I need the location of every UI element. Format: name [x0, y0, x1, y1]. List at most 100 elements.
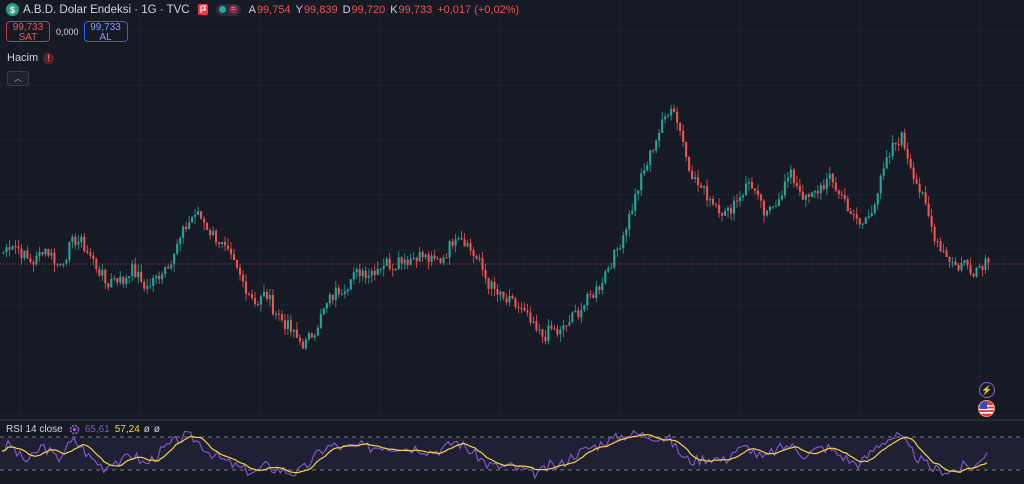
- candle-body: [613, 249, 616, 268]
- candle-body: [134, 263, 137, 278]
- candle: [532, 316, 535, 324]
- candle-body: [319, 314, 322, 328]
- candle-body: [325, 303, 328, 309]
- candle: [720, 212, 724, 222]
- sell-button[interactable]: 99,733 SAT: [6, 21, 50, 43]
- price-chart[interactable]: [0, 0, 1024, 418]
- candle: [610, 262, 613, 270]
- candle-body: [631, 210, 634, 214]
- candle: [235, 259, 239, 271]
- candle: [481, 251, 484, 276]
- candle-body: [900, 132, 903, 146]
- candle: [206, 222, 209, 231]
- rsi-label[interactable]: RSI 14 close: [6, 424, 63, 435]
- candle-body: [816, 191, 819, 194]
- buy-button[interactable]: 99,733 AL: [83, 21, 128, 43]
- candle: [592, 292, 595, 299]
- candle-body: [667, 115, 670, 117]
- candle-body: [268, 295, 272, 300]
- candle: [646, 161, 649, 172]
- candle: [942, 243, 945, 254]
- candle-body: [265, 291, 269, 300]
- candle-body: [885, 157, 888, 169]
- dollar-sign-icon[interactable]: $: [6, 3, 19, 16]
- candle: [307, 331, 310, 341]
- candle-body: [185, 226, 188, 229]
- candle-body: [343, 291, 346, 295]
- candle-body: [400, 257, 403, 264]
- candle: [137, 264, 140, 284]
- candle-body: [472, 250, 475, 256]
- candle-body: [948, 257, 951, 262]
- candle-body: [50, 252, 53, 256]
- rsi-pane[interactable]: [0, 422, 1024, 484]
- candle-body: [532, 321, 535, 323]
- candle-body: [580, 309, 583, 318]
- candle: [439, 257, 442, 265]
- candle: [382, 258, 385, 277]
- candle: [927, 196, 930, 218]
- candle-body: [831, 173, 834, 183]
- candle: [475, 254, 478, 260]
- candle: [694, 171, 697, 183]
- candle: [412, 252, 415, 260]
- candle-body: [589, 293, 592, 295]
- candle-body: [209, 229, 212, 236]
- candle-body: [409, 258, 412, 265]
- candle: [409, 253, 412, 266]
- pane-divider[interactable]: [0, 419, 1024, 421]
- candle-body: [98, 269, 101, 276]
- candle-body: [628, 213, 631, 230]
- symbol-title[interactable]: A.B.D. Dolar Endeksi · 1G · TVC: [23, 3, 190, 16]
- candle-body: [460, 238, 463, 240]
- candle: [735, 194, 739, 208]
- candle: [667, 113, 670, 118]
- exclamation-icon[interactable]: !: [43, 52, 55, 64]
- candle-body: [212, 230, 215, 236]
- candle: [622, 231, 625, 254]
- candle-body: [876, 193, 879, 205]
- candle-body: [14, 246, 17, 248]
- volume-label[interactable]: Hacim: [7, 52, 39, 64]
- us-flag-icon[interactable]: [979, 401, 994, 416]
- low-value: 99,720: [351, 3, 386, 16]
- candle-body: [128, 275, 131, 278]
- rsi-null-1: ø: [143, 424, 150, 435]
- candle-body: [80, 236, 83, 243]
- candle: [891, 135, 894, 160]
- candle-body: [146, 285, 149, 289]
- chevron-up-icon[interactable]: ︿: [7, 71, 29, 86]
- candle: [313, 333, 316, 342]
- candle-body: [490, 281, 493, 289]
- buy-label: AL: [99, 32, 112, 43]
- candle: [843, 188, 846, 203]
- candle: [729, 204, 733, 220]
- candle: [556, 325, 559, 338]
- candle: [640, 168, 643, 196]
- candle: [44, 248, 47, 257]
- gear-icon[interactable]: [69, 424, 80, 435]
- candle: [268, 288, 272, 307]
- candle-body: [840, 194, 843, 196]
- candle-body: [125, 277, 128, 284]
- candle-body: [930, 215, 933, 227]
- candle: [981, 264, 984, 277]
- candle: [343, 284, 346, 299]
- candle-body: [715, 204, 718, 206]
- high-key: Y: [295, 3, 303, 16]
- candle: [71, 234, 74, 249]
- market-status[interactable]: =: [215, 3, 241, 16]
- candle: [541, 328, 544, 343]
- candle-body: [307, 333, 310, 340]
- candle: [837, 189, 840, 199]
- candle: [984, 254, 987, 274]
- candle: [535, 314, 538, 333]
- candle: [718, 198, 721, 218]
- candle: [274, 310, 277, 320]
- candle-body: [750, 182, 754, 189]
- lightning-icon[interactable]: ⚡: [979, 382, 995, 398]
- candle-body: [424, 254, 427, 258]
- red-flag-icon[interactable]: [197, 4, 208, 15]
- candle-body: [364, 270, 367, 278]
- candle: [825, 172, 828, 195]
